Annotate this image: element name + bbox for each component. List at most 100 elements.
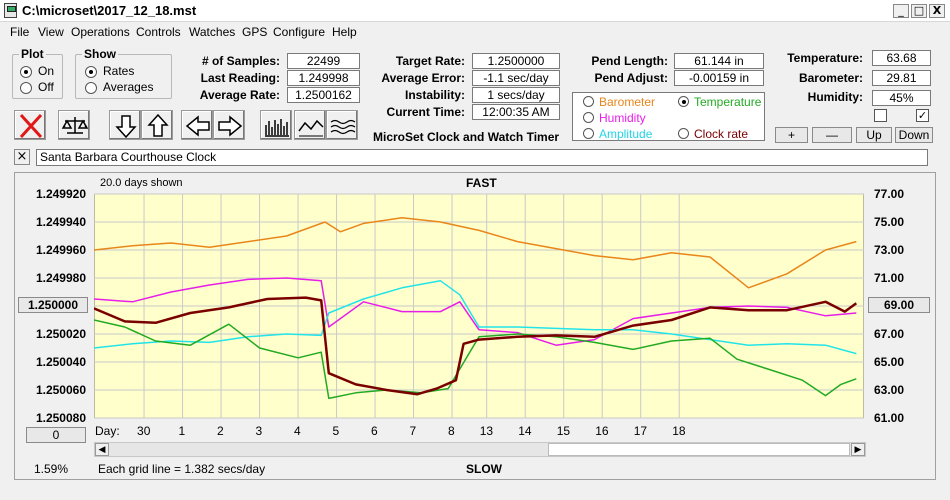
- show-rates-label: Rates: [103, 64, 135, 78]
- instability-label: Instability:: [404, 88, 465, 102]
- left-tick-label: 1.250080: [35, 411, 86, 425]
- day-tick-label: 30: [137, 424, 151, 438]
- app-icon: [4, 3, 17, 18]
- temperature-radio[interactable]: [678, 96, 689, 107]
- up-button[interactable]: Up: [856, 127, 892, 143]
- series-line-clock-rate: [94, 296, 858, 396]
- title-bar: C:\microset\2017_12_18.mst _ □ X: [0, 0, 950, 22]
- day-tick-label: 18: [672, 424, 686, 438]
- day-tick-label: 3: [255, 424, 263, 438]
- horizontal-scrollbar[interactable]: ◀ ▶: [94, 442, 866, 457]
- scroll-start-button[interactable]: 0: [26, 427, 86, 443]
- right-tick-label: 71.00: [874, 271, 905, 285]
- scroll-left-icon[interactable]: ◀: [95, 443, 109, 456]
- menu-bar: File View Operations Controls Watches GP…: [0, 22, 950, 42]
- day-tick-label: 17: [633, 424, 648, 438]
- scrollbar-thumb[interactable]: [548, 443, 850, 456]
- plot-on-label: On: [38, 64, 55, 78]
- clear-clock-name-button[interactable]: ×: [14, 149, 30, 165]
- slow-label: SLOW: [466, 462, 502, 476]
- legend-amplitude-label: Amplitude: [599, 127, 653, 141]
- close-window-button[interactable]: X: [929, 4, 945, 18]
- right-checkbox[interactable]: ✓: [916, 109, 929, 122]
- plus-button[interactable]: +: [775, 127, 808, 143]
- days-shown-label: 20.0 days shown: [100, 177, 183, 189]
- right-tick-label: 65.00: [874, 355, 905, 369]
- menu-operations[interactable]: Operations: [71, 25, 130, 39]
- arrow-left-button[interactable]: [181, 110, 213, 140]
- average-error-label: Average Error:: [381, 71, 465, 85]
- barometer-radio[interactable]: [583, 96, 594, 107]
- line-view-button[interactable]: [294, 110, 326, 140]
- instability-field: 1 secs/day: [472, 87, 560, 103]
- minimize-button[interactable]: _: [893, 4, 909, 18]
- arrow-right-button[interactable]: [213, 110, 245, 140]
- menu-gps[interactable]: GPS: [242, 25, 268, 39]
- window-title: C:\microset\2017_12_18.mst: [22, 3, 197, 18]
- samples-label: # of Samples:: [201, 54, 280, 68]
- arrow-up-button[interactable]: [141, 110, 173, 140]
- left-axis-center-button[interactable]: 1.250000: [18, 297, 88, 313]
- left-tick-label: 1.249960: [35, 243, 86, 257]
- app-name-label: MicroSet Clock and Watch Timer: [373, 130, 560, 144]
- plot-on-radio[interactable]: [20, 66, 32, 78]
- smooth-view-button[interactable]: [326, 110, 358, 140]
- right-axis-center-button[interactable]: 69.00: [868, 297, 930, 313]
- menu-view[interactable]: View: [38, 25, 64, 39]
- maximize-button[interactable]: □: [911, 4, 927, 18]
- day-tick-label: 5: [332, 424, 340, 438]
- pend-adjust-field: -0.00159 in: [674, 70, 764, 86]
- plot-off-label: Off: [38, 80, 54, 94]
- average-rate-label: Average Rate:: [199, 88, 280, 102]
- day-tick-label: 16: [595, 424, 609, 438]
- amplitude-radio[interactable]: [583, 128, 594, 139]
- day-tick-label: 2: [217, 424, 224, 438]
- left-tick-label: 1.249940: [35, 215, 86, 229]
- target-rate-field[interactable]: 1.2500000: [472, 53, 560, 69]
- day-tick-label: 7: [409, 424, 417, 438]
- arrow-right-icon: [218, 115, 243, 137]
- scroll-right-icon[interactable]: ▶: [851, 443, 865, 456]
- barometer-label: Barometer:: [798, 71, 863, 85]
- show-rates-radio[interactable]: [85, 66, 97, 78]
- plot-off-radio[interactable]: [20, 82, 32, 94]
- clock-name-field[interactable]: Santa Barbara Courthouse Clock: [36, 149, 928, 166]
- series-line-barometer: [94, 217, 857, 289]
- series-line-temperature: [94, 319, 857, 400]
- show-group: Show Rates Averages: [75, 47, 172, 99]
- clear-button[interactable]: [14, 110, 46, 140]
- arrow-left-icon: [185, 115, 210, 137]
- menu-help[interactable]: Help: [332, 25, 357, 39]
- current-time-field: 12:00:35 AM: [472, 104, 560, 120]
- legend-temperature-label: Temperature: [694, 95, 762, 109]
- target-rate-label: Target Rate:: [395, 54, 465, 68]
- arrow-down-button[interactable]: [109, 110, 141, 140]
- day-tick-label: 8: [448, 424, 455, 438]
- menu-watches[interactable]: Watches: [189, 25, 236, 39]
- day-tick-label: 1: [178, 424, 186, 438]
- down-button[interactable]: Down: [895, 127, 933, 143]
- pend-length-field[interactable]: 61.144 in: [674, 53, 764, 69]
- last-reading-field: 1.249998: [287, 70, 360, 86]
- humidity-radio[interactable]: [583, 112, 594, 123]
- plot-group: Plot On Off: [12, 47, 63, 99]
- last-reading-label: Last Reading:: [200, 71, 280, 85]
- bar-view-button[interactable]: [260, 110, 292, 140]
- show-averages-radio[interactable]: [85, 82, 97, 94]
- minus-button[interactable]: —: [812, 127, 852, 143]
- waves-icon: [330, 119, 356, 135]
- menu-configure[interactable]: Configure: [273, 25, 326, 39]
- day-tick-label: 13: [479, 424, 494, 438]
- temperature-field: 63.68: [872, 50, 931, 66]
- menu-file[interactable]: File: [10, 25, 30, 39]
- chart-area[interactable]: [94, 192, 864, 420]
- balance-button[interactable]: [58, 110, 90, 140]
- series-legend: Barometer Temperature Humidity Amplitude…: [572, 92, 765, 141]
- clock-rate-radio[interactable]: [678, 128, 689, 139]
- left-checkbox[interactable]: [874, 109, 887, 122]
- day-tick-label: 15: [556, 424, 571, 438]
- show-group-title: Show: [82, 47, 118, 61]
- menu-controls[interactable]: Controls: [136, 25, 181, 39]
- show-averages-label: Averages: [103, 80, 154, 94]
- series-line-humidity: [94, 277, 857, 346]
